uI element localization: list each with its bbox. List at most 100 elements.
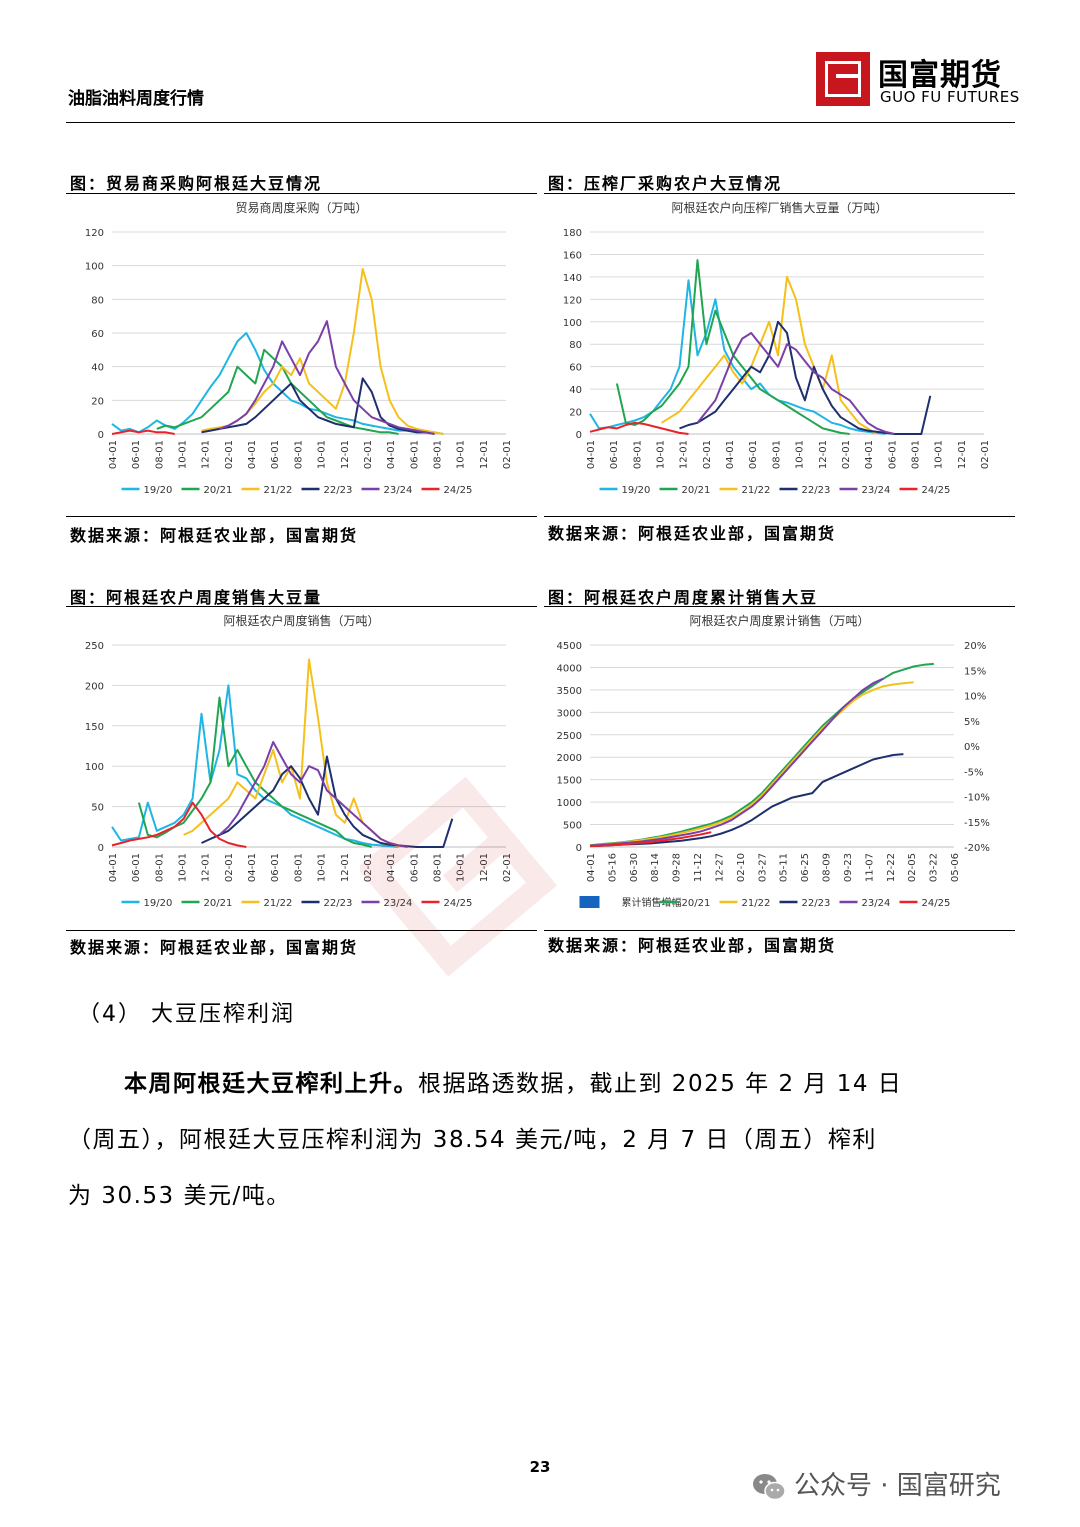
y-tick-label: 80: [569, 340, 582, 351]
figure-2-caption: 图：压榨厂采购农户大豆情况: [548, 174, 783, 193]
x-tick-label: 05-06: [950, 853, 961, 882]
legend-label: 23/24: [384, 485, 413, 496]
x-tick-label: 12-01: [679, 440, 690, 469]
series-line-21-22: [589, 681, 914, 847]
y-tick-label: 120: [563, 295, 582, 306]
y2-tick-label: 15%: [964, 666, 986, 677]
x-tick-label: 11-07: [864, 853, 875, 882]
y-tick-label: 2500: [557, 731, 582, 742]
y-tick-label: 40: [569, 385, 582, 396]
series-line-24-25: [589, 831, 712, 848]
x-tick-label: 10-01: [317, 853, 328, 882]
series-line-23-24: [219, 320, 435, 435]
figure-4-source: 数据来源：阿根廷农业部，国富期货: [548, 936, 837, 955]
chart-title: 阿根廷农户向压榨厂销售大豆量（万吨）: [671, 200, 887, 215]
figure-3-bottom-rule: [66, 930, 537, 931]
y-tick-label: 150: [85, 722, 104, 733]
legend-label: 23/24: [384, 898, 413, 909]
x-tick-label: 06-01: [270, 440, 281, 469]
x-tick-label: 12-01: [340, 853, 351, 882]
x-tick-label: 03-27: [757, 853, 768, 882]
y-tick-label: 0: [576, 843, 582, 854]
y-tick-label: 100: [563, 318, 582, 329]
legend-label: 19/20: [144, 898, 173, 909]
series-line-23-24: [589, 677, 884, 847]
y-tick-label: 4500: [557, 641, 582, 652]
x-tick-label: 05-16: [607, 853, 618, 882]
x-tick-label: 06-30: [629, 853, 640, 882]
x-tick-label: 08-01: [154, 853, 165, 882]
x-tick-label: 06-25: [800, 853, 811, 882]
series-line-24-25: [111, 801, 247, 848]
legend-label: 24/25: [922, 485, 951, 496]
x-tick-label: 08-01: [293, 853, 304, 882]
x-tick-label: 10-01: [317, 440, 328, 469]
series-line-23-24: [696, 332, 895, 435]
figure-2-bottom-rule: [544, 516, 1015, 517]
x-tick-label: 02-01: [841, 440, 852, 469]
series-line-24-25: [589, 421, 689, 435]
page-number: 23: [529, 1458, 551, 1476]
x-tick-label: 02-01: [363, 853, 374, 882]
x-tick-label: 02-01: [502, 440, 513, 469]
header-divider: [66, 122, 1015, 123]
x-tick-label: 02-01: [363, 440, 374, 469]
y2-tick-label: 20%: [964, 641, 986, 652]
y-tick-label: 20: [569, 408, 582, 419]
logo-chinese-text: 国富期货: [878, 58, 1002, 93]
x-tick-label: 08-14: [650, 853, 661, 882]
y2-tick-label: 10%: [964, 692, 986, 703]
x-tick-label: 02-01: [702, 440, 713, 469]
legend-swatch: [579, 896, 600, 908]
series-line-22-23: [589, 753, 904, 848]
y-tick-label: 60: [91, 329, 104, 340]
y-tick-label: 160: [563, 250, 582, 261]
y-tick-label: 1500: [557, 776, 582, 787]
x-tick-label: 06-01: [270, 853, 281, 882]
y-tick-label: 500: [563, 821, 582, 832]
x-tick-label: 04-01: [586, 440, 597, 469]
wechat-label: 公众号 · 国富研究: [794, 1471, 1001, 1501]
x-tick-label: 02-10: [736, 853, 747, 882]
chart-title: 贸易商周度采购（万吨）: [235, 200, 367, 215]
chart-trader-purchases: 贸易商周度采购（万吨） 0 20 40 60 80 100 120 04-01 06-01 08-0…: [85, 200, 513, 496]
legend-label: 21/22: [742, 485, 771, 496]
legend-label: 20/21: [204, 898, 233, 909]
x-tick-label: 12-01: [818, 440, 829, 469]
y2-tick-label: 5%: [964, 717, 980, 728]
series-line-19-20: [111, 332, 444, 435]
series-line-21-22: [201, 268, 444, 435]
y-tick-label: 120: [85, 228, 104, 239]
x-tick-label: 12-01: [201, 853, 212, 882]
legend-label: 22/23: [324, 898, 353, 909]
logo-english-text: GUO FU FUTURES: [880, 88, 1020, 106]
brand-logo: 国富期货 GUO FU FUTURES: [816, 52, 1019, 110]
legend-label: 累计销售增幅: [622, 896, 682, 909]
x-tick-label: 09-23: [843, 853, 854, 882]
legend-label: 21/22: [264, 898, 293, 909]
x-tick-label: 06-01: [609, 440, 620, 469]
x-tick-label: 08-09: [822, 853, 833, 882]
figure-4-caption: 图：阿根廷农户周度累计销售大豆: [548, 588, 819, 607]
series-line-20-21: [156, 348, 399, 435]
y2-tick-label: -10%: [964, 793, 990, 804]
series-line-22-23: [201, 755, 454, 848]
x-tick-label: 06-01: [131, 853, 142, 882]
y-tick-label: 80: [91, 295, 104, 306]
series-line-20-21: [615, 259, 850, 435]
x-tick-label: 06-01: [409, 853, 420, 882]
x-tick-label: 10-01: [934, 440, 945, 469]
figure-3-source: 数据来源：阿根廷农业部，国富期货: [70, 938, 359, 957]
legend-label: 20/21: [682, 898, 711, 909]
legend-label: 22/23: [802, 898, 831, 909]
figure-4-rule: [544, 606, 1015, 607]
x-tick-label: 08-01: [910, 440, 921, 469]
legend-label: 21/22: [264, 485, 293, 496]
y-tick-label: 0: [98, 843, 104, 854]
y-tick-label: 20: [91, 396, 104, 407]
body-paragraph-line-1: 本周阿根廷大豆榨利上升。根据路透数据，截止到 2025 年 2 月 14 日: [68, 1056, 1018, 1112]
x-tick-label: 12-22: [886, 853, 897, 882]
figure-4-bottom-rule: [544, 930, 1015, 931]
legend-label: 20/21: [682, 485, 711, 496]
x-tick-label: 04-01: [725, 440, 736, 469]
